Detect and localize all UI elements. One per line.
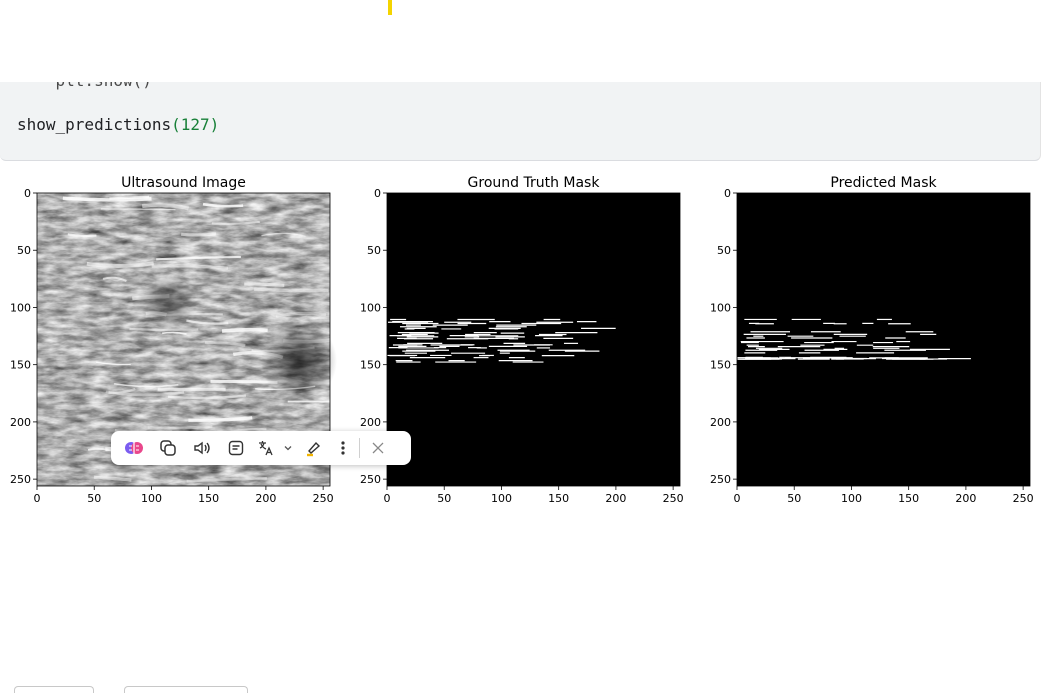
y-tick-label: 150 bbox=[710, 359, 731, 372]
y-tick-label: 200 bbox=[710, 416, 731, 429]
y-tick-label: 50 bbox=[17, 244, 31, 257]
code-cell[interactable]: plt.show() show_predictions(127) bbox=[0, 82, 1041, 161]
x-tick-label: 250 bbox=[1013, 492, 1034, 505]
x-tick-label: 100 bbox=[141, 492, 162, 505]
output-tab[interactable] bbox=[124, 686, 248, 693]
y-tick-label: 50 bbox=[367, 244, 381, 257]
x-tick-label: 0 bbox=[734, 492, 741, 505]
argument-value: 127 bbox=[180, 115, 210, 134]
read-aloud-icon[interactable] bbox=[185, 431, 219, 465]
panel-title: Ultrasound Image bbox=[121, 175, 246, 191]
predicted-mask bbox=[737, 193, 1030, 486]
y-tick-label: 100 bbox=[10, 301, 31, 314]
highlight-icon[interactable] bbox=[297, 431, 331, 465]
code-line-call[interactable]: show_predictions(127) bbox=[17, 115, 219, 134]
x-tick-label: 200 bbox=[955, 492, 976, 505]
y-tick-label: 250 bbox=[710, 473, 731, 486]
y-tick-label: 50 bbox=[717, 244, 731, 257]
toolbar-divider bbox=[359, 438, 360, 458]
x-tick-label: 150 bbox=[198, 492, 219, 505]
x-tick-label: 0 bbox=[34, 492, 41, 505]
y-tick-label: 150 bbox=[10, 359, 31, 372]
text-cursor-highlight bbox=[388, 0, 392, 15]
paren-close: ) bbox=[209, 115, 220, 134]
y-tick-label: 0 bbox=[724, 187, 731, 200]
more-icon[interactable] bbox=[331, 431, 355, 465]
ai-brain-icon[interactable] bbox=[117, 431, 151, 465]
y-tick-label: 200 bbox=[360, 416, 381, 429]
y-tick-label: 250 bbox=[360, 473, 381, 486]
x-tick-label: 50 bbox=[787, 492, 801, 505]
output-tab[interactable] bbox=[14, 686, 94, 693]
x-tick-label: 150 bbox=[548, 492, 569, 505]
copy-icon[interactable] bbox=[151, 431, 185, 465]
y-tick-label: 150 bbox=[360, 359, 381, 372]
chevron-down-icon[interactable] bbox=[279, 431, 297, 465]
x-tick-label: 50 bbox=[87, 492, 101, 505]
translate-icon[interactable] bbox=[253, 431, 279, 465]
y-tick-label: 0 bbox=[374, 187, 381, 200]
panel-title: Ground Truth Mask bbox=[468, 175, 601, 191]
paren-open: ( bbox=[171, 115, 181, 134]
y-tick-label: 200 bbox=[10, 416, 31, 429]
cell-output: Ultrasound Image 0 50 100 150 200 250 0 50 100 150… bbox=[0, 160, 1042, 693]
ground-truth-mask bbox=[387, 193, 680, 486]
y-tick-label: 250 bbox=[10, 473, 31, 486]
x-tick-label: 0 bbox=[384, 492, 391, 505]
x-tick-label: 100 bbox=[491, 492, 512, 505]
y-tick-label: 100 bbox=[710, 301, 731, 314]
summarize-icon[interactable] bbox=[219, 431, 253, 465]
x-tick-label: 50 bbox=[437, 492, 451, 505]
x-tick-label: 200 bbox=[255, 492, 276, 505]
y-tick-label: 100 bbox=[360, 301, 381, 314]
function-name: show_predictions bbox=[17, 115, 172, 134]
x-tick-label: 250 bbox=[663, 492, 684, 505]
y-tick-label: 0 bbox=[24, 187, 31, 200]
x-tick-label: 100 bbox=[841, 492, 862, 505]
x-tick-label: 150 bbox=[898, 492, 919, 505]
close-icon[interactable] bbox=[364, 431, 392, 465]
panel-title: Predicted Mask bbox=[830, 175, 937, 191]
code-line-partial: plt.show() bbox=[17, 82, 152, 90]
x-tick-label: 250 bbox=[313, 492, 334, 505]
floating-reader-toolbar bbox=[111, 431, 411, 465]
x-tick-label: 200 bbox=[605, 492, 626, 505]
